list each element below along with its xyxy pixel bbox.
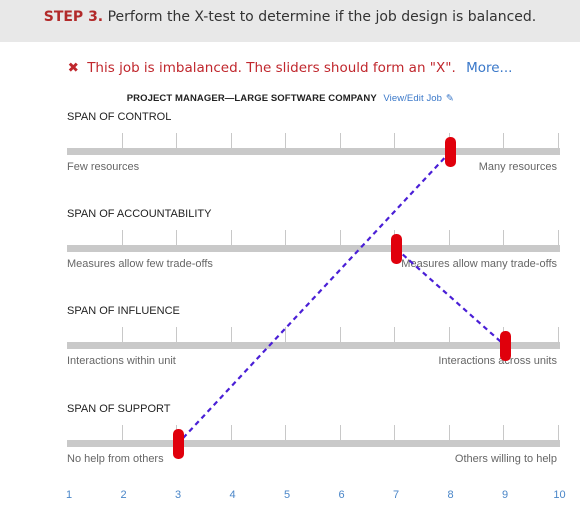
scale-number: 5 [283, 489, 291, 501]
slider-tick [448, 230, 450, 246]
step-instructions: Perform the X-test to determine if the j… [107, 9, 537, 25]
slider-handle[interactable] [445, 136, 456, 167]
slider-tick [394, 327, 395, 343]
slider-tick [176, 230, 177, 246]
scale-number: 6 [338, 489, 345, 501]
slider-tick [339, 425, 341, 441]
span-max-label: Interactions across units [438, 355, 557, 367]
span-title: SPAN OF CONTROL [67, 111, 172, 123]
span-max-label: Measures allow many trade-offs [401, 258, 557, 270]
view-edit-job-label: View/Edit Job [383, 93, 443, 104]
slider-tick [557, 133, 559, 149]
scale-number: 1 [65, 489, 73, 501]
pencil-icon: ✏ [442, 91, 456, 106]
scale-number: 10 [553, 489, 566, 501]
slider-tick [339, 327, 341, 343]
slider-tick [339, 230, 341, 246]
slider-tick [394, 425, 395, 441]
slider-tick [557, 425, 559, 441]
slider-handle[interactable] [390, 233, 402, 264]
slider-tick [285, 230, 286, 246]
span-min-label: Measures allow few trade-offs [67, 258, 213, 270]
slider-tick [121, 327, 123, 343]
slider-ticks [67, 425, 560, 441]
slider-tick [285, 425, 286, 441]
slider-tick [503, 425, 504, 441]
slider-tick [176, 133, 177, 149]
status-message: This job is imbalanced. The sliders shou… [87, 60, 456, 76]
slider-tick [230, 133, 232, 149]
slider-tick [285, 133, 286, 149]
scale-number: 2 [120, 489, 127, 501]
slider-tick [230, 327, 232, 343]
slider-ticks [67, 327, 560, 343]
span-title: SPAN OF SUPPORT [67, 403, 171, 415]
slider-tick [394, 133, 395, 149]
slider-handle[interactable] [499, 330, 511, 361]
slider-tick [121, 425, 123, 441]
span-of-influence-section: SPAN OF INFLUENCE Interactions within un… [0, 305, 580, 385]
slider-tick [121, 133, 123, 149]
slider-tick [503, 133, 504, 149]
span-title: SPAN OF ACCOUNTABILITY [67, 208, 212, 220]
connector-line [177, 150, 452, 445]
span-title: SPAN OF INFLUENCE [67, 305, 180, 317]
span-max-label: Others willing to help [454, 453, 557, 465]
span-of-accountability-section: SPAN OF ACCOUNTABILITY Measures allow fe… [0, 208, 580, 288]
view-edit-job-link[interactable]: View/Edit Job ✏ [383, 91, 456, 106]
scale-number: 4 [229, 489, 236, 501]
span-min-label: Few resources [67, 161, 140, 173]
span-min-label: Interactions within unit [67, 355, 176, 367]
slider-tick [557, 230, 559, 246]
slider-tick [339, 133, 341, 149]
scale-number: 9 [501, 489, 509, 501]
slider-tick [557, 327, 559, 343]
imbalance-status: ✖ This job is imbalanced. The sliders sh… [0, 60, 580, 76]
span-of-influence-track[interactable] [67, 342, 560, 349]
step-label: STEP 3. [43, 9, 104, 25]
job-title: PROJECT MANAGER—LARGE SOFTWARE COMPANY [126, 93, 377, 104]
slider-handle[interactable] [172, 428, 184, 459]
job-title-row: PROJECT MANAGER—LARGE SOFTWARE COMPANY V… [0, 91, 580, 106]
span-of-support-section: SPAN OF SUPPORT No help from others Othe… [0, 403, 580, 483]
slider-tick [285, 327, 286, 343]
slider-tick [230, 425, 232, 441]
scale-number: 7 [392, 489, 400, 501]
slider-tick [503, 230, 504, 246]
span-of-support-track[interactable] [67, 440, 560, 447]
close-icon: ✖ [67, 60, 79, 76]
step-header: STEP 3. Perform the X-test to determine … [0, 0, 580, 42]
slider-ticks [67, 230, 560, 246]
slider-tick [448, 327, 450, 343]
span-of-control-track[interactable] [67, 148, 560, 155]
span-min-label: No help from others [67, 453, 164, 465]
scale-number: 3 [174, 489, 182, 501]
more-link[interactable]: More... [466, 60, 513, 76]
scale-number: 8 [447, 489, 454, 501]
slider-tick [230, 230, 232, 246]
span-of-control-section: SPAN OF CONTROL Few resources Many resou… [0, 111, 580, 191]
slider-tick [121, 230, 123, 246]
slider-tick [176, 327, 177, 343]
span-max-label: Many resources [478, 161, 557, 173]
span-of-accountability-track[interactable] [67, 245, 560, 252]
slider-ticks [67, 133, 560, 149]
slider-tick [448, 425, 450, 441]
